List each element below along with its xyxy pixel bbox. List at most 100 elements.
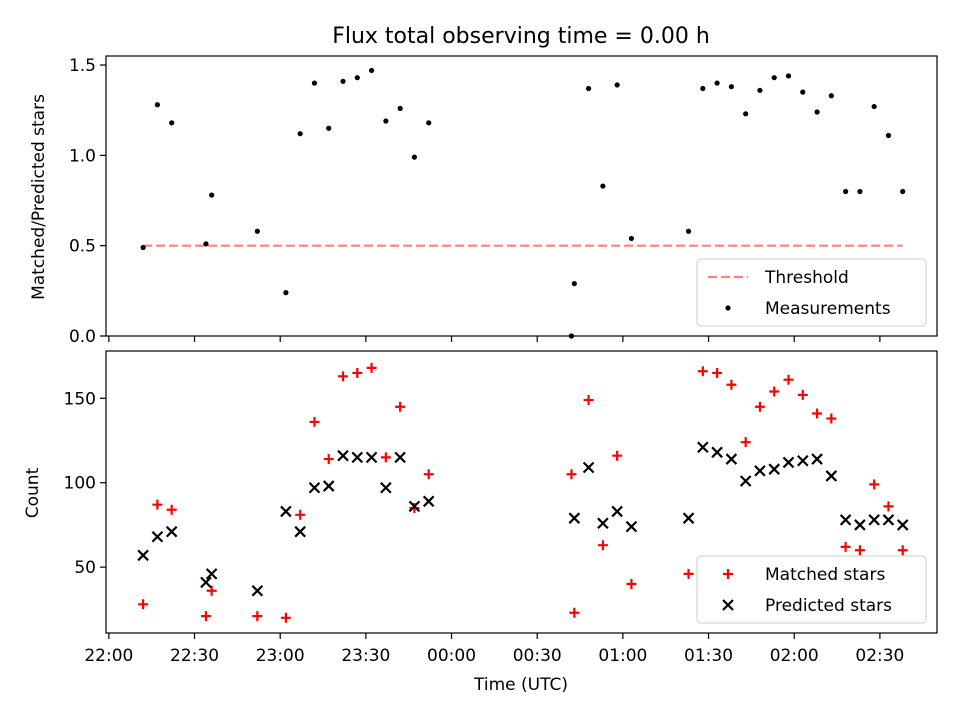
matched-stars-point	[395, 401, 406, 412]
predicted-stars-point	[151, 530, 164, 543]
measurements-point	[140, 244, 146, 251]
matched-stars-point	[612, 450, 623, 461]
predicted-stars-point	[200, 576, 212, 589]
predicted-stars-point	[308, 482, 321, 494]
predicted-stars-point	[768, 463, 781, 475]
measurements-point	[757, 87, 763, 93]
predicted-stars-point	[322, 480, 335, 492]
matched-stars-point	[769, 386, 780, 397]
measurements-point	[411, 154, 418, 160]
predicted-stars-point	[811, 453, 823, 465]
matched-stars-point	[423, 469, 434, 480]
top-y-axis-label: Matched/Predicted stars	[29, 94, 49, 300]
measurements-point	[426, 120, 432, 126]
x-tick-label: 23:00	[256, 646, 305, 666]
measurements-point	[743, 111, 749, 117]
measurements-point	[383, 118, 389, 124]
threshold-legend-label: Threshold	[764, 268, 849, 288]
predicted-stars-point	[351, 451, 364, 464]
matched-stars-point	[897, 545, 908, 556]
matched-stars-point	[712, 367, 723, 378]
bottom-y-axis-label: Count	[23, 467, 43, 518]
predicted-stars-legend-label: Predicted stars	[765, 596, 892, 616]
matched-stars-point	[295, 509, 306, 520]
measurements-point	[700, 85, 706, 92]
measurements-point	[900, 188, 906, 195]
predicted-stars-point	[711, 446, 723, 459]
matched-stars-point	[826, 413, 837, 424]
predicted-stars-point	[365, 451, 378, 464]
measurements-point	[785, 73, 792, 79]
top-y-tick-label: 0.5	[69, 237, 96, 257]
measurements-point	[203, 241, 209, 247]
measurements-point	[857, 188, 863, 195]
measurements-legend-marker	[725, 305, 731, 311]
predicted-stars-point	[682, 512, 695, 524]
predicted-stars-point	[754, 465, 766, 477]
predicted-stars-point	[854, 519, 866, 531]
x-tick-label: 01:00	[598, 646, 647, 666]
matched-stars-point	[797, 389, 808, 400]
top-y-tick-label: 0.0	[69, 327, 96, 347]
predicted-stars-point	[697, 441, 709, 454]
measurements-point	[714, 80, 720, 86]
matched-stars-point	[583, 394, 594, 405]
predicted-stars-point	[882, 514, 895, 526]
bottom-y-tick-label: 150	[64, 389, 96, 409]
matched-stars-legend-marker	[723, 569, 733, 579]
matched-stars-point	[309, 416, 320, 427]
matched-stars-point	[883, 501, 894, 512]
measurements-point	[397, 105, 403, 111]
matched-stars-point	[697, 366, 708, 377]
matched-stars-point	[380, 452, 391, 463]
bottom-y-tick-label: 100	[64, 474, 96, 494]
bottom-panel-plot-area: 50 100 150 22:00 22:30 23:00 23:30 00:00 00:30 01…	[64, 362, 909, 666]
matched-stars-point	[783, 374, 794, 385]
measurements-point	[614, 82, 620, 88]
measurements-point	[297, 131, 303, 137]
x-tick-label: 02:00	[770, 646, 819, 666]
predicted-stars-point	[611, 505, 623, 518]
matched-stars-point	[152, 499, 163, 510]
matched-stars-point	[754, 401, 765, 412]
matched-stars-point	[597, 540, 608, 551]
measurements-point	[209, 192, 215, 198]
matched-stars-point	[280, 612, 291, 623]
x-tick-label: 22:00	[84, 646, 133, 666]
matched-stars-legend-label: Matched stars	[765, 565, 885, 585]
predicted-stars-point	[294, 525, 306, 538]
predicted-stars-point	[337, 449, 349, 462]
measurements-point	[283, 290, 289, 296]
predicted-stars-point	[568, 512, 581, 524]
measurements-point	[340, 78, 346, 84]
measurements-point	[828, 93, 834, 99]
matched-stars-point	[740, 437, 751, 448]
matched-stars-point	[206, 585, 217, 596]
measurements-point	[586, 85, 592, 92]
top-panel-frame	[105, 55, 938, 337]
predicted-stars-point	[251, 585, 264, 597]
matched-stars-point	[869, 479, 880, 490]
predicted-stars-point	[725, 453, 738, 465]
bottom-panel-frame	[105, 350, 938, 634]
top-legend: Threshold Measurements	[696, 258, 927, 327]
measurements-point	[800, 89, 806, 95]
matched-stars-point	[569, 607, 580, 618]
x-tick-label: 22:30	[170, 646, 219, 666]
predicted-stars-point	[380, 482, 392, 494]
predicted-stars-point	[825, 470, 838, 482]
top-y-tick-label: 1.5	[69, 56, 96, 76]
predicted-stars-point	[797, 454, 809, 467]
measurements-point	[571, 281, 577, 287]
matched-stars-point	[200, 611, 211, 622]
measurements-point	[326, 125, 332, 131]
matched-stars-point	[338, 371, 349, 382]
matched-stars-point	[138, 599, 149, 610]
x-tick-label: 02:30	[855, 646, 904, 666]
x-tick-label: 00:00	[427, 646, 476, 666]
matched-stars-point	[854, 545, 865, 556]
predicted-stars-point	[782, 456, 795, 469]
measurements-legend-label: Measurements	[765, 299, 891, 319]
measurements-point	[685, 228, 692, 234]
